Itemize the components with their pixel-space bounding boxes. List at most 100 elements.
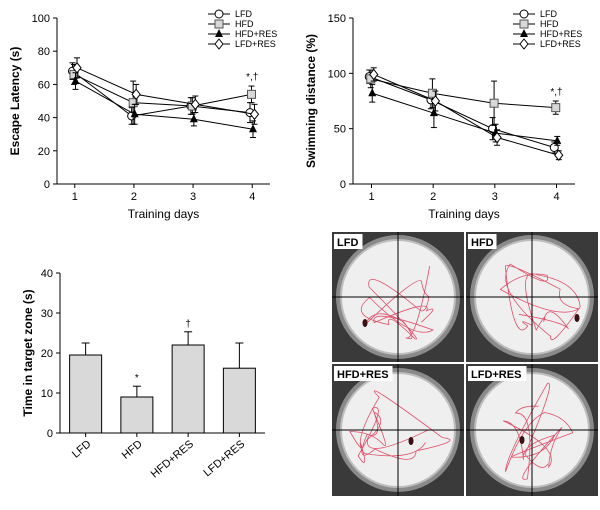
time-in-target-zone-chart: 0 10 20 30 40 Time in target zone (s) LFD * HFD †…: [21, 268, 265, 481]
y-tick-label: 40: [38, 113, 50, 125]
swimming-distance-chart: 0 50 100 150 1 2 3 4 Training days Swimming dista…: [304, 9, 582, 221]
legend-marker: [519, 38, 529, 50]
data-point: [492, 131, 502, 144]
x-tick-label: 4: [553, 191, 559, 203]
data-point: [429, 108, 438, 117]
data-point: [128, 98, 138, 108]
x-tick-label: 3: [492, 191, 498, 203]
x-tick-label: 1: [368, 191, 374, 203]
x-tick-label: 1: [72, 191, 78, 203]
data-point: [247, 89, 256, 99]
data-point: [249, 108, 260, 121]
significance-annotation: *,†: [550, 87, 562, 98]
x-axis-title: Training days: [428, 207, 500, 221]
x-tick-label: 2: [430, 191, 436, 203]
y-axis-title: Escape Latency (s): [8, 47, 22, 156]
legend-label: LFD: [235, 9, 253, 19]
y-tick-label: 10: [41, 388, 53, 400]
x-tick-label: 4: [249, 191, 255, 203]
legend-label: HFD+RES: [540, 29, 582, 39]
series-line-hfd: [73, 73, 252, 107]
x-tick-label: LFD+RES: [201, 438, 247, 479]
data-point: [369, 68, 379, 81]
x-tick-label: 3: [190, 191, 196, 203]
panel-label: HFD+RES: [337, 369, 389, 381]
y-tick-label: 80: [38, 46, 50, 58]
legend-label: HFD: [540, 19, 559, 29]
data-point: [131, 88, 141, 101]
data-point: [190, 98, 200, 111]
series-line-hfd: [370, 78, 556, 109]
legend-marker: [214, 38, 224, 50]
y-tick-label: 20: [41, 348, 53, 360]
animal-marker: [574, 314, 580, 322]
panel-label-bg: [468, 366, 527, 381]
y-tick-label: 0: [47, 428, 53, 440]
data-point: [430, 95, 441, 107]
panel-label: HFD: [471, 237, 494, 249]
y-axis-title: Swimming distance (%): [304, 34, 318, 168]
significance-annotation: *,†: [246, 72, 258, 83]
y-tick-label: 100: [328, 68, 346, 80]
data-point: [489, 98, 499, 108]
panel-label: LFD+RES: [471, 369, 521, 381]
x-tick-label: HFD: [120, 438, 145, 462]
data-point: [72, 61, 82, 74]
legend-marker: [215, 29, 223, 37]
data-point: [189, 114, 198, 123]
x-axis-title: Training days: [128, 207, 200, 221]
panel-label-bg: [334, 366, 393, 381]
legend-label: HFD+RES: [235, 29, 277, 39]
escape-latency-chart: 0 20 40 60 80 100 1 2 3 4 Training days Escape Late…: [8, 9, 277, 221]
swim-path: [499, 263, 581, 341]
y-tick-label: 150: [328, 13, 346, 25]
swim-path: [360, 265, 434, 340]
panel-label-bg: [468, 234, 497, 249]
bar: [120, 396, 154, 434]
data-point: [249, 124, 257, 133]
y-tick-label: 40: [41, 268, 53, 280]
y-axis-title: Time in target zone (s): [21, 289, 35, 416]
data-point: [427, 88, 437, 98]
swim-path: [502, 382, 574, 480]
legend-marker: [214, 19, 224, 29]
legend-marker: [214, 9, 224, 19]
data-point: [130, 109, 139, 118]
data-point: [554, 149, 564, 162]
animal-marker: [362, 319, 368, 327]
bar: [222, 367, 256, 434]
x-tick-label: LFD: [70, 438, 94, 461]
bar: [69, 354, 103, 434]
legend-label: LFD+RES: [235, 39, 276, 49]
series-line-lfd-res: [76, 67, 255, 115]
y-tick-label: 60: [38, 79, 50, 91]
swim-path-panels: LFD HFD HFD+RES LFD+RES: [332, 232, 598, 496]
data-point: [368, 88, 377, 97]
significance-annotation: *: [135, 373, 139, 384]
data-point: [69, 69, 79, 79]
series-line-lfd: [72, 70, 251, 117]
legend-marker: [519, 9, 529, 19]
animal-marker: [408, 437, 414, 445]
data-point: [71, 76, 80, 85]
swim-path: [349, 390, 451, 463]
series-line-lfd: [369, 76, 555, 148]
panel-label-bg: [334, 234, 363, 249]
legend-label: LFD+RES: [540, 39, 581, 49]
data-point: [553, 135, 562, 144]
legend-label: LFD: [540, 9, 558, 19]
y-tick-label: 0: [44, 179, 50, 191]
y-tick-label: 20: [38, 146, 50, 158]
legend-label: HFD: [235, 19, 254, 29]
data-point: [551, 103, 561, 113]
bar: [171, 344, 205, 434]
y-tick-label: 30: [41, 308, 53, 320]
x-tick-label: HFD+RES: [149, 438, 196, 480]
series-line-lfd-res: [373, 73, 559, 156]
y-tick-label: 0: [340, 179, 346, 191]
panel-label: LFD: [337, 237, 358, 249]
animal-marker: [519, 436, 525, 444]
y-tick-label: 50: [334, 124, 346, 136]
legend-marker: [519, 19, 529, 29]
